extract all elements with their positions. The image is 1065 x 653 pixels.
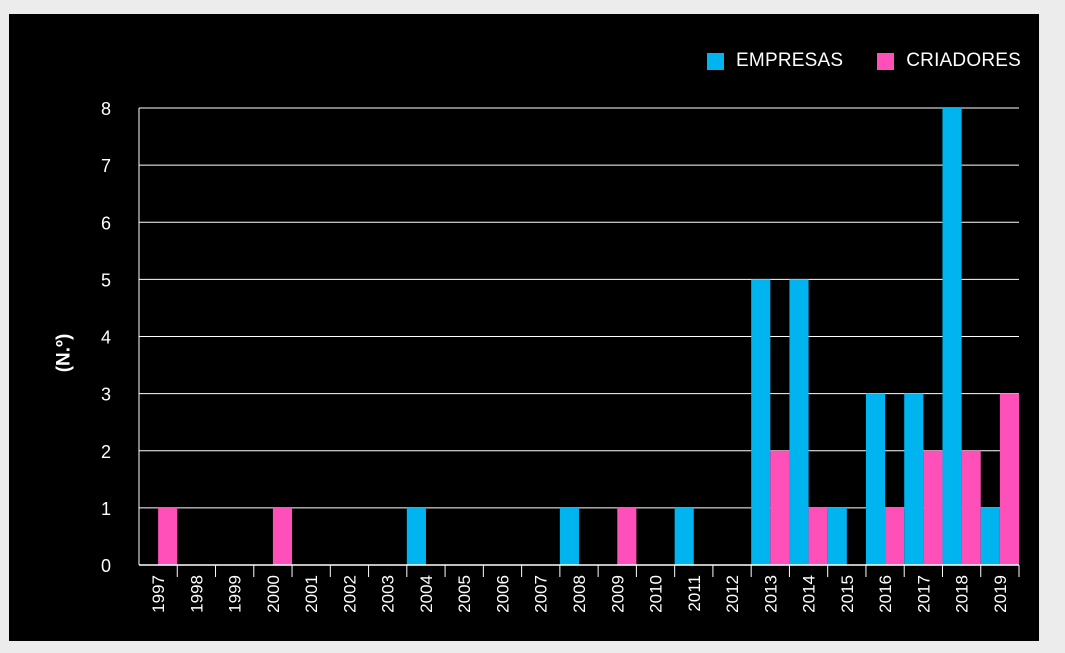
legend-swatch-empresas xyxy=(707,52,725,70)
chart-panel: 0 1 2 3 4 5 6 7 8 1997 1998 1999 2000 2001 2002 2003 200… xyxy=(9,14,1039,641)
y-tick-label: 2 xyxy=(101,442,111,462)
x-tick-label: 2012 xyxy=(723,575,742,613)
x-tick-label: 2019 xyxy=(991,575,1010,613)
bar-empresas-2018 xyxy=(942,108,962,565)
y-tick-label: 5 xyxy=(101,270,111,290)
bar-empresas-2008 xyxy=(559,507,579,565)
bar-criadores-2019 xyxy=(999,393,1019,565)
x-tick-label: 2005 xyxy=(455,575,474,613)
x-tick-label: 2015 xyxy=(838,575,857,613)
x-tick-label: 2010 xyxy=(647,575,666,613)
x-tick-label: 2006 xyxy=(493,575,512,613)
bar-empresas-2017 xyxy=(904,393,924,565)
bar-empresas-2016 xyxy=(865,393,886,565)
x-tick-label: 2002 xyxy=(340,575,359,613)
x-tick-label: 2003 xyxy=(379,575,398,613)
x-tick-label: 2017 xyxy=(914,575,933,613)
bar-empresas-2014 xyxy=(789,279,809,565)
x-tick-label: 2000 xyxy=(264,575,283,613)
bar-criadores-2017 xyxy=(923,450,943,565)
bar-empresas-2013 xyxy=(751,279,771,565)
y-tick-label: 7 xyxy=(101,156,111,176)
y-axis-title: (N.º) xyxy=(53,333,75,373)
bars-layer xyxy=(158,108,1019,565)
bar-empresas-2011 xyxy=(674,507,694,565)
legend-item-empresas: EMPRESAS xyxy=(707,50,843,72)
x-tick-label: 2016 xyxy=(876,575,895,613)
legend-swatch-criadores xyxy=(877,52,895,70)
x-tick-label: 2018 xyxy=(953,575,972,613)
x-tick-label: 2013 xyxy=(761,575,780,613)
bar-criadores-2000 xyxy=(272,507,293,565)
legend-item-criadores: CRIADORES xyxy=(877,50,1021,72)
x-tick-label: 2009 xyxy=(608,575,627,613)
x-tick-label: 2014 xyxy=(800,575,819,613)
legend-label-empresas: EMPRESAS xyxy=(736,50,844,71)
bar-criadores-2018 xyxy=(961,450,981,565)
y-tick-label: 4 xyxy=(101,328,111,348)
bar-criadores-2009 xyxy=(617,507,637,565)
bar-criadores-2013 xyxy=(770,450,790,565)
y-tick-label: 0 xyxy=(101,556,111,576)
y-tick-label: 6 xyxy=(101,213,111,233)
x-tick-label: 1998 xyxy=(187,575,206,613)
x-tick-label: 1999 xyxy=(226,575,245,613)
x-tick-label: 2001 xyxy=(302,575,321,613)
bar-empresas-2004 xyxy=(406,507,426,565)
bar-empresas-2015 xyxy=(827,507,847,565)
legend-label-criadores: CRIADORES xyxy=(906,50,1021,71)
x-tick-label: 2007 xyxy=(532,575,551,613)
x-tick-label: 1997 xyxy=(149,575,168,613)
bar-empresas-2019 xyxy=(980,507,1000,565)
grid-layer xyxy=(139,107,1019,509)
bar-criadores-2014 xyxy=(808,507,828,565)
y-tick-label: 8 xyxy=(101,99,111,119)
bar-chart: 0 1 2 3 4 5 6 7 8 1997 1998 1999 2000 2001 2002 2003 200… xyxy=(101,99,1020,613)
x-tick-label: 2004 xyxy=(417,575,436,613)
y-tick-label: 1 xyxy=(101,499,111,519)
legend: EMPRESAS CRIADORES xyxy=(673,50,1021,72)
bar-criadores-2016 xyxy=(885,507,905,565)
bar-criadores-1997 xyxy=(158,507,178,565)
x-tick-label: 2011 xyxy=(685,575,704,612)
x-tick-label: 2008 xyxy=(570,575,589,613)
axis-layer: 0 1 2 3 4 5 6 7 8 1997 1998 1999 2000 2001 2002 2003 200… xyxy=(101,99,1020,613)
y-tick-label: 3 xyxy=(101,385,111,405)
